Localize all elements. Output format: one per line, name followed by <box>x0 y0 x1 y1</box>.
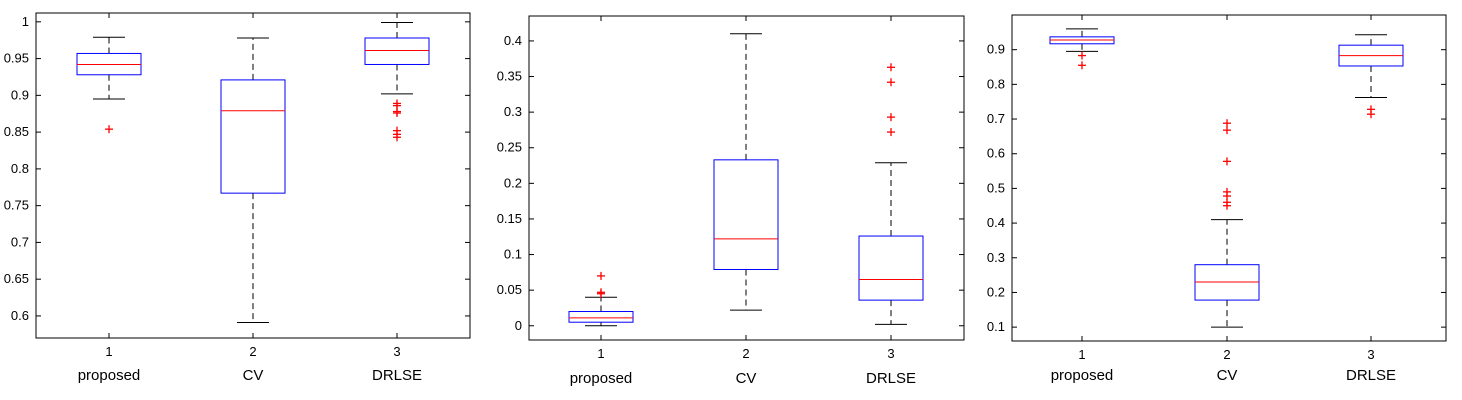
y-tick-label: 0.9 <box>11 87 29 102</box>
y-tick-label: 0.6 <box>987 146 1005 161</box>
outlier-marker <box>887 113 895 122</box>
y-tick-label: 0.7 <box>987 111 1005 126</box>
outlier-marker <box>1078 51 1086 60</box>
y-tick-label: 0.25 <box>497 140 522 155</box>
box-iqr <box>568 311 634 323</box>
outlier-marker <box>887 128 895 137</box>
group-label: DRLSE <box>372 367 422 384</box>
x-tick-label: 3 <box>1367 347 1374 362</box>
outlier-marker <box>887 63 895 72</box>
y-tick-label: 0.15 <box>497 211 522 226</box>
y-tick-label: 0.1 <box>987 319 1005 334</box>
y-tick-label: 0.5 <box>987 180 1005 195</box>
box-iqr <box>220 79 286 194</box>
y-tick-label: 0.35 <box>497 69 522 84</box>
y-tick-label: 0.6 <box>11 308 29 323</box>
y-tick-label: 0.9 <box>987 42 1005 57</box>
group-label: CV <box>243 367 264 384</box>
x-tick-label: 3 <box>887 346 894 361</box>
x-tick-label: 1 <box>1078 347 1085 362</box>
y-tick-label: 0 <box>515 318 522 333</box>
outlier-marker <box>1223 157 1231 166</box>
y-tick-label: 0.7 <box>11 234 29 249</box>
y-tick-label: 0.1 <box>504 247 522 262</box>
y-tick-label: 1 <box>22 14 29 29</box>
outlier-marker <box>1078 61 1086 70</box>
y-tick-label: 0.3 <box>987 250 1005 265</box>
axes-frame <box>1011 14 1447 342</box>
boxplot-panel-2: 0 0.05 0.1 0.15 0.2 0.25 0.3 0.35 0.4 1 proposed 2 C… <box>497 15 965 387</box>
y-tick-label: 0.8 <box>11 161 29 176</box>
outlier-marker <box>1223 201 1231 210</box>
outlier-marker <box>1223 126 1231 135</box>
group-label: CV <box>736 370 757 387</box>
group-label: DRLSE <box>866 370 916 387</box>
y-tick-label: 0.8 <box>987 76 1005 91</box>
y-tick-label: 0.2 <box>504 175 522 190</box>
x-tick-label: 1 <box>105 344 112 359</box>
y-tick-label: 0.75 <box>4 198 29 213</box>
outlier-marker <box>597 271 605 280</box>
group-label: proposed <box>1051 367 1114 384</box>
y-tick-label: 0.85 <box>4 124 29 139</box>
box-iqr <box>713 159 779 271</box>
y-tick-label: 0.05 <box>497 282 522 297</box>
x-tick-label: 2 <box>742 346 749 361</box>
boxplot-panel-3: 0.1 0.2 0.3 0.4 0.5 0.6 0.7 0.8 0.9 1 proposed 2 CV 3… <box>987 14 1447 384</box>
x-tick-label: 2 <box>1223 347 1230 362</box>
y-tick-label: 0.95 <box>4 51 29 66</box>
outlier-marker <box>887 78 895 87</box>
y-tick-label: 0.4 <box>504 33 522 48</box>
boxplot-panel-1: 0.6 0.65 0.7 0.75 0.8 0.85 0.9 0.95 1 1 proposed 2 C… <box>4 12 471 384</box>
outlier-marker <box>393 109 401 117</box>
box-iqr <box>858 235 924 301</box>
x-tick-label: 3 <box>393 344 400 359</box>
box-iqr <box>364 37 430 65</box>
axes-frame <box>35 12 471 339</box>
outlier-marker <box>1367 110 1375 119</box>
group-label: proposed <box>570 370 633 387</box>
y-tick-label: 0.4 <box>987 215 1005 230</box>
outlier-marker <box>597 289 605 298</box>
group-label: proposed <box>78 367 141 384</box>
group-label: CV <box>1217 367 1238 384</box>
outlier-marker <box>1223 119 1231 128</box>
y-tick-label: 0.2 <box>987 284 1005 299</box>
x-tick-label: 1 <box>597 346 604 361</box>
outlier-marker <box>393 133 401 142</box>
x-tick-label: 2 <box>249 344 256 359</box>
outlier-marker <box>105 125 113 134</box>
y-tick-label: 0.65 <box>4 271 29 286</box>
y-tick-label: 0.3 <box>504 104 522 119</box>
group-label: DRLSE <box>1346 367 1396 384</box>
